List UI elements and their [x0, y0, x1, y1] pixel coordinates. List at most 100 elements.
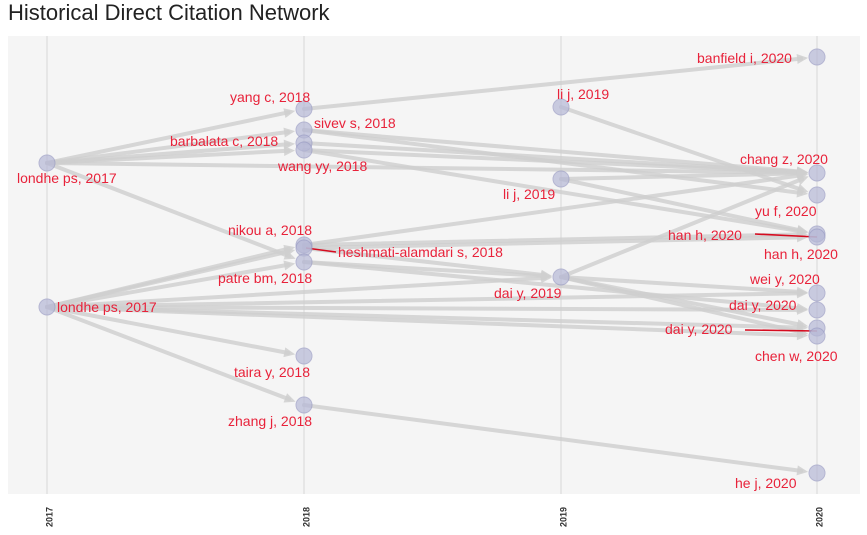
edge-yangc-banfield [302, 56, 804, 111]
node-daiy19 [552, 268, 570, 286]
edge-londhe1-patre [45, 161, 292, 259]
node-lij2 [552, 170, 570, 188]
edge-arrow-daiy19-weiy [796, 286, 809, 297]
node-londhe1 [38, 154, 56, 172]
edge-arrow-londhe2-zhangj [283, 393, 296, 403]
node-daiy20a [808, 301, 826, 319]
node-londhe2 [38, 298, 56, 316]
plot-background [8, 36, 860, 494]
node-label-hanh2: han h, 2020 [764, 246, 838, 262]
edge-arrow-lij1-yuf [796, 183, 809, 194]
node-label-patre: patre bm, 2018 [218, 270, 312, 286]
edge-arrow-londhe1-yangc [283, 108, 296, 119]
node-label-barbalata: barbalata c, 2018 [170, 133, 278, 149]
edge-arrow-londhe1-barbalata [283, 139, 296, 150]
tick-layer: 2017 2018 2019 2020 [44, 507, 824, 527]
node-label-londhe1: londhe ps, 2017 [17, 170, 117, 186]
node-label-londhe2: londhe ps, 2017 [57, 299, 157, 315]
edge-heshmati-daiy19 [302, 246, 548, 278]
node-label-wangyy: wang yy, 2018 [277, 158, 367, 174]
edge-londhe2-tairay [45, 305, 291, 356]
node-wangyy [295, 141, 313, 159]
node-label-heshmati: heshmati-alamdari s, 2018 [338, 244, 503, 260]
node-label-nikou: nikou a, 2018 [228, 222, 312, 238]
node-chenw [808, 327, 826, 345]
node-label-banfield: banfield i, 2020 [697, 50, 792, 66]
node-changz [808, 164, 826, 182]
edge-londhe1-sivev [45, 130, 291, 165]
edge-arrow-lij2-hanh1 [796, 224, 809, 235]
edge-layer [45, 54, 809, 476]
edge-nikou-hanh1 [302, 232, 804, 247]
tick-label-2019: 2019 [558, 507, 568, 527]
node-label-weiy: wei y, 2020 [749, 271, 820, 287]
edge-daiy19-changz [559, 177, 805, 279]
node-label-tairay: taira y, 2018 [234, 364, 310, 380]
edge-arrow-heshmati-hanh2 [796, 232, 809, 243]
edge-londhe1-wangyy [45, 148, 291, 165]
chart-title: Historical Direct Citation Network [8, 0, 330, 25]
node-tairay [295, 347, 313, 365]
node-label-hanh1: han h, 2020 [668, 227, 742, 243]
tick-label-2017: 2017 [44, 507, 54, 527]
node-label-sivev: sivev s, 2018 [314, 115, 396, 131]
edge-arrow-londhe1-sivev [283, 127, 296, 138]
node-label-lij2: li j, 2019 [503, 186, 555, 202]
edge-lij2-changz [559, 171, 804, 181]
node-zhangj [295, 396, 313, 414]
edge-londhe2-heshmati [45, 249, 291, 309]
node-label-daiy20b: dai y, 2020 [665, 321, 733, 337]
node-yangc [295, 100, 313, 118]
node-hanh2 [808, 228, 826, 246]
edge-daiy19-daiy20b [559, 275, 804, 327]
edge-heshmati-hanh2 [302, 235, 804, 250]
highlight-connector-hanh1-hanh2 [754, 233, 818, 238]
edge-nikou-changz [302, 173, 804, 247]
highlight-connector-daiy20b-chenw [744, 329, 818, 332]
edge-zhangj-hej [302, 403, 804, 473]
node-label-yuf: yu f, 2020 [755, 203, 817, 219]
node-label-daiy19: dai y, 2019 [494, 285, 562, 301]
edge-londhe1-yangc [45, 110, 291, 165]
edge-londhe2-chenw [45, 305, 804, 338]
edge-arrow-londhe2-heshmati [283, 247, 296, 258]
node-layer [38, 48, 826, 482]
edge-patre-daiy20a [302, 260, 804, 311]
edge-arrow-londhe2-tairay [283, 347, 296, 358]
tick-label-2018: 2018 [301, 507, 311, 527]
edge-londhe2-daiy19 [45, 275, 548, 309]
tick-label-2020: 2020 [814, 507, 824, 527]
edge-arrow-zhangj-hej [796, 465, 809, 476]
node-patre [295, 253, 313, 271]
edge-arrow-londhe1-wangyy [283, 146, 296, 157]
edge-lij2-hanh1 [559, 177, 804, 233]
node-hej [808, 464, 826, 482]
edge-wangyy-changz [302, 148, 804, 175]
edge-londhe2-zhangj [45, 305, 292, 402]
edge-daiy19-weiy [559, 275, 804, 295]
node-weiy [808, 284, 826, 302]
node-banfield [808, 48, 826, 66]
edge-sivev-changz [302, 128, 804, 174]
edge-arrow-yangc-banfield [796, 54, 809, 64]
edge-arrow-londhe2-patre [283, 260, 296, 271]
edge-wangyy-hanh1 [302, 148, 804, 234]
node-label-chenw: chen w, 2020 [755, 348, 838, 364]
edge-arrow-daiy19-changz [796, 175, 809, 186]
node-label-zhangj: zhang j, 2018 [228, 413, 312, 429]
node-yuf [808, 186, 826, 204]
edge-arrow-daiy19-daiy20b [796, 319, 809, 329]
node-label-lij1: li j, 2019 [557, 86, 609, 102]
node-label-daiy20a: dai y, 2020 [729, 297, 797, 313]
edge-londhe2-daiy20a [45, 305, 804, 312]
node-label-yangc: yang c, 2018 [230, 89, 310, 105]
label-layer: londhe ps, 2017 londhe ps, 2017 yang c, 20… [17, 50, 838, 491]
node-label-hej: he j, 2020 [735, 475, 797, 491]
edge-arrow-patre-daiy19 [540, 270, 553, 281]
edge-arrow-lij2-changz [796, 168, 809, 179]
edge-arrow-patre-daiy20a [796, 303, 809, 314]
node-lij1 [552, 98, 570, 116]
edge-londhe2-patre [45, 262, 291, 309]
node-label-changz: chang z, 2020 [740, 151, 828, 167]
